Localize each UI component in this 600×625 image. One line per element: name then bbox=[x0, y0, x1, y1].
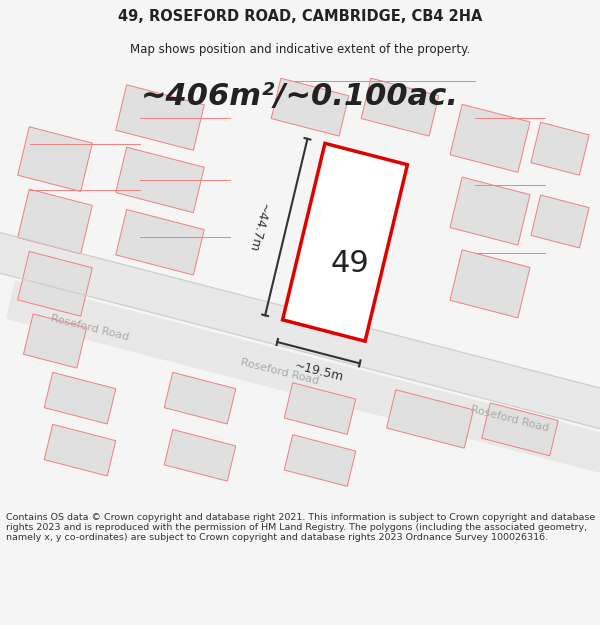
Polygon shape bbox=[23, 314, 86, 368]
Polygon shape bbox=[164, 372, 236, 424]
Text: 49, ROSEFORD ROAD, CAMBRIDGE, CB4 2HA: 49, ROSEFORD ROAD, CAMBRIDGE, CB4 2HA bbox=[118, 9, 482, 24]
Polygon shape bbox=[450, 104, 530, 172]
Polygon shape bbox=[17, 189, 92, 254]
Polygon shape bbox=[531, 122, 589, 175]
Polygon shape bbox=[283, 143, 407, 341]
Polygon shape bbox=[164, 429, 236, 481]
Text: ~19.5m: ~19.5m bbox=[292, 359, 344, 384]
Polygon shape bbox=[482, 403, 558, 456]
Polygon shape bbox=[44, 372, 116, 424]
Polygon shape bbox=[284, 435, 356, 486]
Polygon shape bbox=[531, 195, 589, 248]
Text: Roseford Road: Roseford Road bbox=[50, 313, 130, 342]
Polygon shape bbox=[44, 424, 116, 476]
Polygon shape bbox=[116, 85, 204, 150]
Polygon shape bbox=[0, 224, 600, 438]
Polygon shape bbox=[361, 78, 439, 136]
Polygon shape bbox=[116, 147, 204, 213]
Polygon shape bbox=[17, 127, 92, 191]
Polygon shape bbox=[116, 209, 204, 275]
Polygon shape bbox=[271, 78, 349, 136]
Text: Map shows position and indicative extent of the property.: Map shows position and indicative extent… bbox=[130, 42, 470, 56]
Polygon shape bbox=[386, 390, 473, 448]
Polygon shape bbox=[450, 177, 530, 245]
Text: ~44.7m: ~44.7m bbox=[246, 201, 271, 253]
Text: Roseford Road: Roseford Road bbox=[240, 357, 320, 387]
Text: 49: 49 bbox=[331, 249, 370, 278]
Polygon shape bbox=[17, 251, 92, 316]
Text: Roseford Road: Roseford Road bbox=[470, 404, 550, 434]
Text: ~406m²/~0.100ac.: ~406m²/~0.100ac. bbox=[141, 82, 459, 111]
Text: Contains OS data © Crown copyright and database right 2021. This information is : Contains OS data © Crown copyright and d… bbox=[6, 512, 595, 542]
Polygon shape bbox=[450, 250, 530, 318]
Polygon shape bbox=[284, 382, 356, 434]
Polygon shape bbox=[6, 281, 600, 495]
